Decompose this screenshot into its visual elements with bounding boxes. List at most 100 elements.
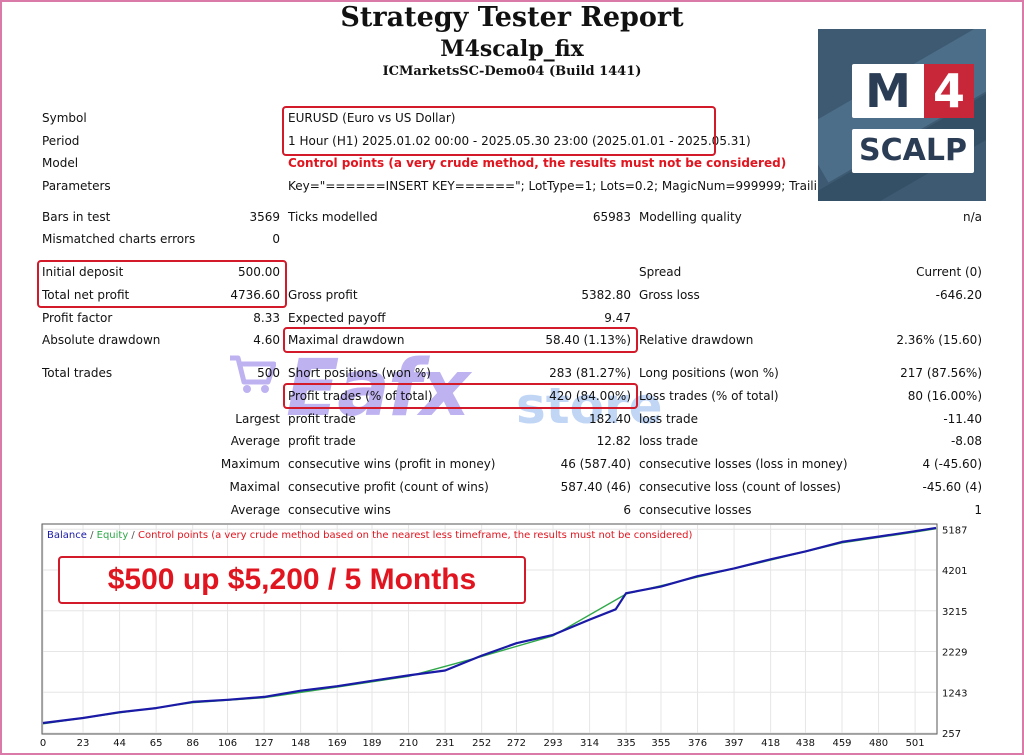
bars-label: Bars in test <box>42 210 111 224</box>
chart-legend: Balance / Equity / Control points (a ver… <box>47 530 693 541</box>
short-label: Short positions (won %) <box>288 366 431 380</box>
logo-m: M <box>865 64 911 118</box>
average-consec-label: Average <box>230 503 280 517</box>
largest-profit-label: profit trade <box>288 412 356 426</box>
y-tick-label: 4201 <box>942 566 967 577</box>
y-tick-label: 2229 <box>942 648 967 659</box>
x-tick-label: 44 <box>113 738 126 749</box>
trades-label: Total trades <box>42 366 113 380</box>
reldd-label: Relative drawdown <box>639 333 754 347</box>
logo-m4-block: M 4 <box>852 64 974 118</box>
pf-value: 8.33 <box>253 311 280 325</box>
largest-profit-value: 182.40 <box>589 412 631 426</box>
x-tick-label: 169 <box>328 738 347 749</box>
cl-count-value: -45.60 (4) <box>922 480 983 494</box>
ptrades-highlight <box>283 383 638 409</box>
maxdd-value: 58.40 (1.13%) <box>545 333 631 347</box>
x-tick-label: 376 <box>688 738 707 749</box>
acl-value: 1 <box>974 503 982 517</box>
acw-label: consecutive wins <box>288 503 391 517</box>
ltrades-value: 80 (16.00%) <box>907 389 982 403</box>
absdd-label: Absolute drawdown <box>42 333 161 347</box>
short-value: 283 (81.27%) <box>549 366 631 380</box>
period-value: 1 Hour (H1) 2025.01.02 00:00 - 2025.05.3… <box>288 134 751 148</box>
absdd-value: 4.60 <box>253 333 280 347</box>
x-tick-label: 501 <box>906 738 925 749</box>
y-tick-label: 1243 <box>942 688 967 699</box>
cl-money-label: consecutive losses (loss in money) <box>639 457 848 471</box>
model-value: Control points (a very crude method, the… <box>288 156 787 170</box>
chart-series <box>42 526 937 725</box>
trades-value: 500 <box>257 366 280 380</box>
cl-money-value: 4 (-45.60) <box>922 457 983 471</box>
spread-value: Current (0) <box>916 265 982 279</box>
y-tick-label: 257 <box>942 729 961 740</box>
x-tick-label: 0 <box>40 738 46 749</box>
x-tick-label: 335 <box>617 738 636 749</box>
long-value: 217 (87.56%) <box>900 366 982 380</box>
bars-value: 3569 <box>249 210 280 224</box>
x-tick-label: 459 <box>832 738 851 749</box>
avg-loss-label: loss trade <box>639 434 698 448</box>
params-value: Key="======INSERT KEY======"; LotType=1;… <box>288 179 816 193</box>
logo-scalp: SCALP <box>852 129 974 173</box>
x-tick-label: 23 <box>77 738 90 749</box>
largest-loss-label: loss trade <box>639 412 698 426</box>
symbol-label: Symbol <box>42 111 87 125</box>
quality-label: Modelling quality <box>639 210 742 224</box>
legend-note: Control points (a very crude method base… <box>138 530 693 541</box>
x-tick-label: 438 <box>796 738 815 749</box>
grossprofit-label: Gross profit <box>288 288 358 302</box>
ea-name: M4scalp_fix <box>440 36 584 62</box>
x-tick-label: 86 <box>186 738 199 749</box>
x-tick-label: 65 <box>150 738 163 749</box>
m4scalp-logo: M 4 SCALP <box>818 29 986 201</box>
acl-label: consecutive losses <box>639 503 752 517</box>
cp-count-label: consecutive profit (count of wins) <box>288 480 489 494</box>
x-tick-label: 293 <box>543 738 562 749</box>
logo-4: 4 <box>924 64 974 118</box>
x-tick-label: 272 <box>507 738 526 749</box>
grossloss-value: -646.20 <box>935 288 982 302</box>
profit-banner: $500 up $5,200 / 5 Months <box>58 556 526 604</box>
symbol-period-highlight <box>282 106 716 156</box>
x-tick-label: 189 <box>362 738 381 749</box>
x-tick-label: 397 <box>725 738 744 749</box>
deposit-label: Initial deposit <box>42 265 124 279</box>
x-tick-label: 210 <box>399 738 418 749</box>
netprofit-value: 4736.60 <box>230 288 280 302</box>
x-tick-label: 314 <box>580 738 599 749</box>
legend-equity: Equity <box>97 530 129 541</box>
server-build: ICMarketsSC-Demo04 (Build 1441) <box>382 64 642 79</box>
maxdd-highlight <box>283 327 638 353</box>
model-label: Model <box>42 156 79 170</box>
maximal-label: Maximal <box>229 480 280 494</box>
deposit-profit-highlight <box>37 260 287 308</box>
y-tick-labels: 257 1243 2229 3215 4201 5187 <box>942 525 967 740</box>
x-tick-labels: 0 23 44 65 86 106 127 148 169 189 210 231 252 272 293 3… <box>40 738 925 749</box>
x-tick-label: 252 <box>472 738 491 749</box>
mismatch-label: Mismatched charts errors <box>42 232 196 246</box>
payoff-label: Expected payoff <box>288 311 386 325</box>
mismatch-value: 0 <box>272 232 280 246</box>
y-tick-label: 3215 <box>942 607 967 618</box>
params-label: Parameters <box>42 179 111 193</box>
cl-count-label: consecutive loss (count of losses) <box>639 480 841 494</box>
pf-label: Profit factor <box>42 311 113 325</box>
maxdd-label: Maximal drawdown <box>288 333 405 347</box>
cw-money-value: 46 (587.40) <box>560 457 631 471</box>
average-label: Average <box>230 434 280 448</box>
avg-loss-value: -8.08 <box>950 434 982 448</box>
ptrades-value: 420 (84.00%) <box>549 389 631 403</box>
grossprofit-value: 5382.80 <box>581 288 631 302</box>
x-tick-label: 355 <box>651 738 670 749</box>
balance-line <box>42 526 937 725</box>
x-tick-label: 148 <box>291 738 310 749</box>
ticks-label: Ticks modelled <box>288 210 378 224</box>
legend-separator: / <box>128 530 138 541</box>
period-label: Period <box>42 134 80 148</box>
ltrades-label: Loss trades (% of total) <box>639 389 779 403</box>
ptrades-label: Profit trades (% of total) <box>288 389 433 403</box>
